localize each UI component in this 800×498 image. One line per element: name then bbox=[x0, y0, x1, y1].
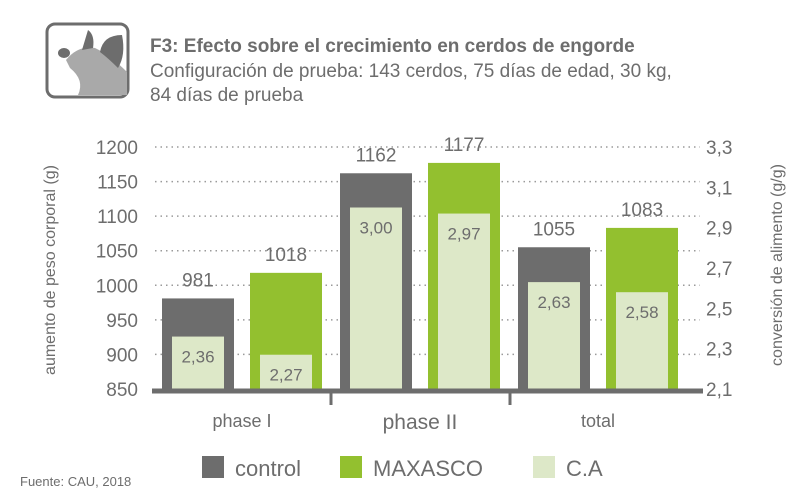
pig-icon bbox=[45, 22, 130, 99]
legend-label: control bbox=[235, 456, 301, 481]
bar-ca bbox=[172, 336, 224, 389]
bar-value-label: 981 bbox=[182, 270, 214, 291]
y-right-axis-label: conversión de alimento (g/g) bbox=[769, 164, 786, 366]
y-axis-label: aumento de peso corporal (g) bbox=[42, 165, 59, 375]
bar-value-label: 1055 bbox=[533, 219, 575, 240]
y-tick-label: 1200 bbox=[96, 138, 138, 159]
bar-value-label: 1177 bbox=[444, 135, 485, 156]
bar-ca bbox=[350, 207, 402, 389]
ca-value-label: 2,58 bbox=[625, 303, 658, 322]
subtitle-line-2: 84 días de prueba bbox=[150, 85, 304, 106]
x-category-label: phase II bbox=[383, 411, 458, 434]
ca-value-label: 2,27 bbox=[269, 366, 302, 385]
ca-value-label: 2,63 bbox=[537, 293, 570, 312]
bar-value-label: 1083 bbox=[621, 200, 663, 221]
y-right-tick-label: 3,3 bbox=[706, 138, 732, 159]
y-right-tick-label: 2,7 bbox=[706, 259, 732, 280]
bar-value-label: 1162 bbox=[356, 145, 397, 166]
y-tick-label: 850 bbox=[106, 380, 138, 401]
bar-value-label: 1018 bbox=[265, 245, 307, 266]
legend-swatch bbox=[202, 456, 224, 478]
source-note: Fuente: CAU, 2018 bbox=[20, 474, 131, 489]
legend-label: MAXASCO bbox=[373, 456, 483, 481]
bar-ca bbox=[528, 282, 580, 389]
bar-ca bbox=[260, 354, 312, 389]
legend-swatch bbox=[340, 456, 362, 478]
y-tick-label: 1150 bbox=[97, 173, 138, 194]
chart-title: F3: Efecto sobre el crecimiento en cerdo… bbox=[150, 36, 635, 57]
ca-value-label: 3,00 bbox=[359, 219, 392, 238]
ca-value-label: 2,97 bbox=[447, 225, 480, 244]
legend-label: C.A bbox=[566, 456, 603, 481]
x-category-label: total bbox=[581, 411, 615, 431]
y-right-tick-label: 3,1 bbox=[706, 178, 732, 199]
y-tick-label: 1000 bbox=[96, 276, 138, 297]
subtitle-line-1: Configuración de prueba: 143 cerdos, 75 … bbox=[150, 61, 672, 82]
legend-swatch bbox=[533, 456, 555, 478]
y-tick-label: 1100 bbox=[97, 207, 138, 228]
ca-value-label: 2,36 bbox=[181, 348, 214, 367]
y-tick-label: 950 bbox=[106, 311, 138, 332]
x-category-label: phase I bbox=[212, 411, 271, 431]
y-right-tick-label: 2,5 bbox=[706, 299, 732, 320]
bar-ca bbox=[438, 213, 490, 389]
y-tick-label: 900 bbox=[106, 345, 138, 366]
y-right-tick-label: 2,9 bbox=[706, 219, 732, 240]
y-right-tick-label: 2,3 bbox=[706, 340, 732, 361]
y-right-tick-label: 2,1 bbox=[706, 380, 732, 401]
bar-ca bbox=[616, 292, 668, 389]
y-tick-label: 1050 bbox=[96, 242, 138, 263]
